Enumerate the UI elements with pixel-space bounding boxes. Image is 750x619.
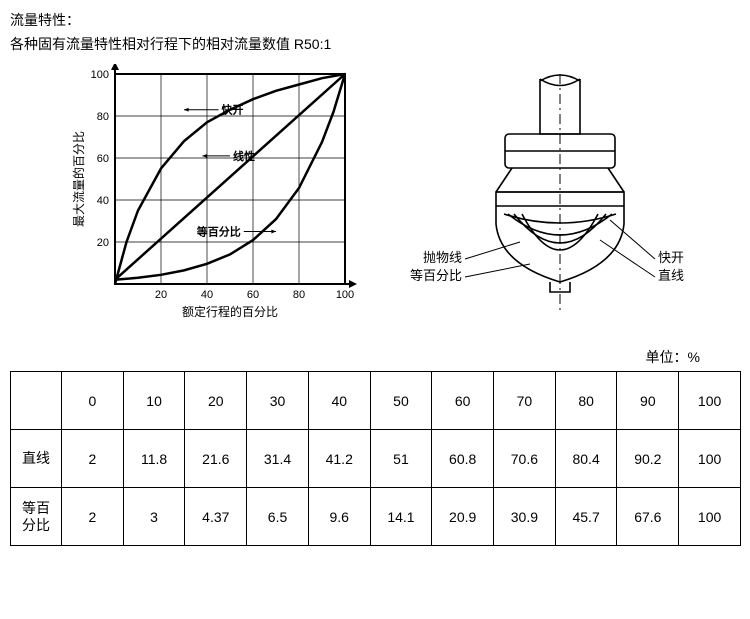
table-cell: 45.7	[555, 488, 617, 546]
title-line-1: 流量特性：	[10, 10, 740, 30]
valve-diagram: 抛物线等百分比 快开直线	[410, 64, 690, 327]
svg-text:线性: 线性	[233, 149, 255, 163]
table-column-header: 40	[308, 372, 370, 430]
svg-text:等百分比: 等百分比	[196, 225, 241, 239]
data-table: 0102030405060708090100 直线211.821.631.441…	[10, 371, 741, 546]
table-column-header: 20	[185, 372, 247, 430]
flow-chart-svg: 20 40 60 80 100 20 40 60 80 100 快开线性等百分比额定行程的百分比 最大…	[70, 64, 370, 324]
svg-text:抛物线: 抛物线	[423, 250, 462, 265]
table-row: 直线211.821.631.441.25160.870.680.490.2100	[11, 430, 741, 488]
table-column-header: 60	[432, 372, 494, 430]
table-row-header: 等百分比	[11, 488, 62, 546]
table-cell: 2	[62, 488, 124, 546]
table-cell: 30.9	[494, 488, 556, 546]
svg-text:20: 20	[155, 289, 167, 301]
table-column-header: 30	[247, 372, 309, 430]
table-cell: 2	[62, 430, 124, 488]
table-cell: 9.6	[308, 488, 370, 546]
table-cell: 3	[123, 488, 185, 546]
table-corner-cell	[11, 372, 62, 430]
table-row-header: 直线	[11, 430, 62, 488]
table-cell: 90.2	[617, 430, 679, 488]
svg-text:40: 40	[201, 289, 213, 301]
table-column-header: 70	[494, 372, 556, 430]
table-cell: 100	[679, 488, 741, 546]
table-cell: 21.6	[185, 430, 247, 488]
table-cell: 60.8	[432, 430, 494, 488]
table-cell: 31.4	[247, 430, 309, 488]
svg-text:快开: 快开	[221, 103, 244, 117]
svg-text:40: 40	[97, 195, 109, 207]
svg-text:快开: 快开	[658, 250, 684, 265]
table-cell: 11.8	[123, 430, 185, 488]
valve-diagram-svg: 抛物线等百分比 快开直线	[410, 64, 690, 324]
table-cell: 20.9	[432, 488, 494, 546]
table-row: 等百分比234.376.59.614.120.930.945.767.6100	[11, 488, 741, 546]
svg-text:100: 100	[91, 69, 109, 81]
figures-row: 2040608010020406080100快开线性等百分比额定行程的百分比最大…	[10, 64, 740, 327]
svg-text:60: 60	[247, 289, 259, 301]
table-column-header: 80	[555, 372, 617, 430]
table-cell: 6.5	[247, 488, 309, 546]
svg-text:80: 80	[293, 289, 305, 301]
table-column-header: 50	[370, 372, 432, 430]
table-cell: 80.4	[555, 430, 617, 488]
svg-text:60: 60	[97, 153, 109, 165]
unit-label: 单位：%	[10, 347, 740, 367]
svg-text:100: 100	[336, 289, 354, 301]
table-header-row: 0102030405060708090100	[11, 372, 741, 430]
table-cell: 14.1	[370, 488, 432, 546]
svg-text:80: 80	[97, 111, 109, 123]
table-cell: 4.37	[185, 488, 247, 546]
table-column-header: 100	[679, 372, 741, 430]
flow-chart: 20 40 60 80 100 20 40 60 80 100 快开线性等百分比额定行程的百分比 最大…	[70, 64, 370, 327]
table-column-header: 90	[617, 372, 679, 430]
table-cell: 51	[370, 430, 432, 488]
svg-text:最大流量的百分比: 最大流量的百分比	[71, 131, 86, 227]
table-cell: 100	[679, 430, 741, 488]
table-column-header: 10	[123, 372, 185, 430]
svg-text:等百分比: 等百分比	[410, 268, 462, 283]
table-cell: 70.6	[494, 430, 556, 488]
svg-text:20: 20	[97, 237, 109, 249]
svg-text:直线: 直线	[658, 268, 684, 283]
table-cell: 67.6	[617, 488, 679, 546]
svg-text:额定行程的百分比: 额定行程的百分比	[182, 304, 278, 319]
table-body: 直线211.821.631.441.25160.870.680.490.2100…	[11, 430, 741, 546]
title-line-2: 各种固有流量特性相对行程下的相对流量数值 R50:1	[10, 34, 740, 54]
table-column-header: 0	[62, 372, 124, 430]
table-cell: 41.2	[308, 430, 370, 488]
